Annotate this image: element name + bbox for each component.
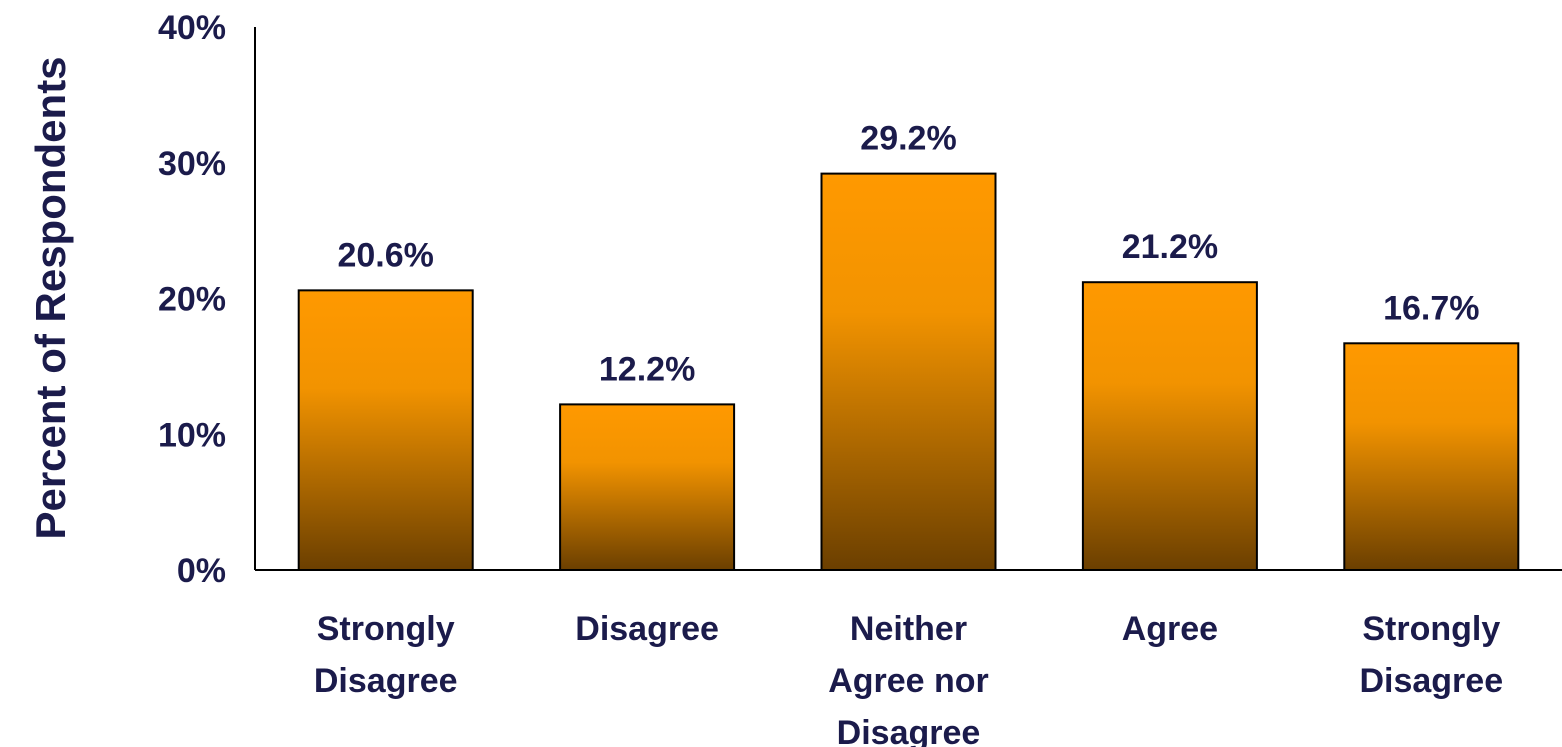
x-category-label: Agree xyxy=(1122,610,1218,648)
x-category-label: Disagree xyxy=(575,610,719,648)
data-labels-group: 20.6% 12.2% 29.2% 21.2% 16.7% xyxy=(337,120,1479,389)
bar xyxy=(559,403,736,572)
y-tick-label: 0% xyxy=(177,552,226,590)
x-axis-category-labels: Strongly Disagree Disagree Neither Agree nor… xyxy=(314,610,1503,747)
y-tick-label: 30% xyxy=(158,145,226,183)
x-category-label: Strongly Disagree xyxy=(1359,610,1503,700)
x-category-label: Neither Agree nor Disagree xyxy=(828,610,989,747)
bars-group xyxy=(297,172,1520,572)
y-tick-label: 10% xyxy=(158,416,226,454)
y-axis-title: Percent of Respondents xyxy=(27,56,74,539)
bar xyxy=(297,289,474,571)
x-category-label: Strongly Disagree xyxy=(314,610,458,700)
bar xyxy=(820,172,997,572)
bar-value-label: 16.7% xyxy=(1383,289,1479,327)
y-tick-label: 20% xyxy=(158,281,226,319)
y-axis-ticks: 0% 10% 20% 30% 40% xyxy=(158,9,226,590)
bar xyxy=(1081,281,1258,571)
bar-value-label: 20.6% xyxy=(337,236,433,274)
bar-value-label: 21.2% xyxy=(1122,228,1218,266)
bar-value-label: 29.2% xyxy=(860,120,956,158)
bar-value-label: 12.2% xyxy=(599,350,695,388)
bar xyxy=(1343,342,1520,571)
y-tick-label: 40% xyxy=(158,9,226,47)
